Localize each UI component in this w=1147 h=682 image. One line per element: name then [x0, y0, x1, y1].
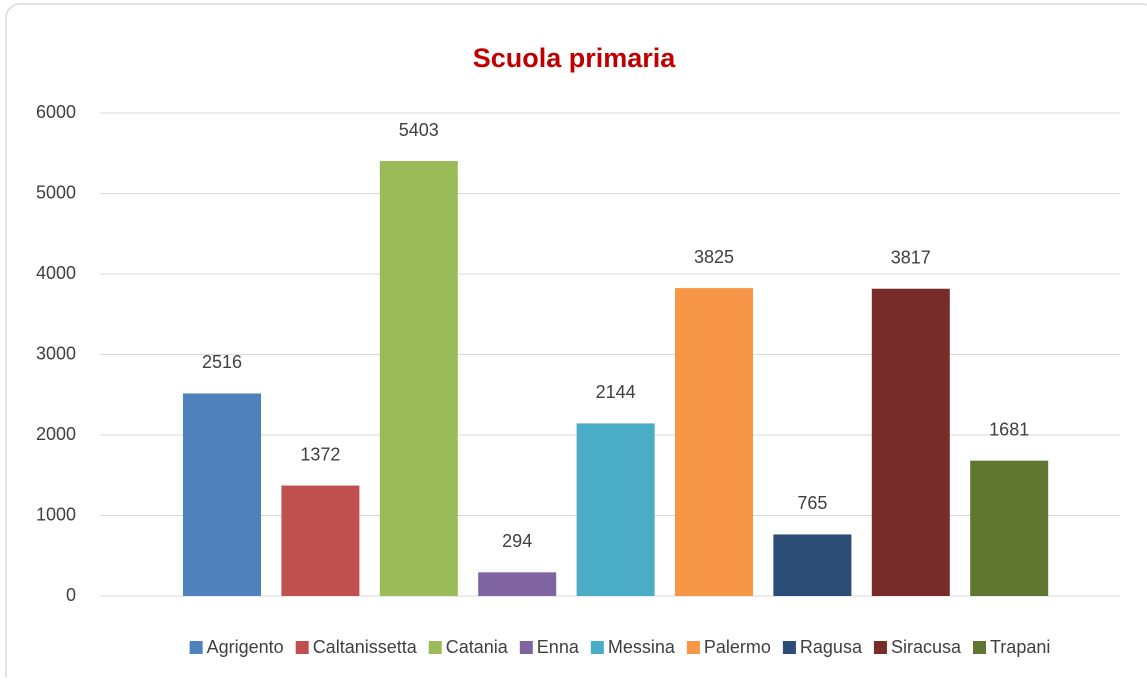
data-label: 2144 [596, 382, 636, 402]
data-label: 3817 [891, 247, 931, 267]
legend-swatch [428, 641, 442, 654]
legend-label: Enna [537, 637, 580, 657]
y-tick-label: 6000 [36, 102, 76, 122]
legend-swatch [873, 641, 887, 654]
bar [970, 460, 1049, 596]
bar [281, 485, 360, 596]
legend-label: Ragusa [800, 637, 863, 657]
legend-swatch [686, 641, 700, 654]
legend-label: Caltanissetta [313, 637, 418, 657]
legend-swatch [189, 641, 203, 654]
legend-label: Siracusa [891, 637, 962, 657]
y-tick-label: 5000 [36, 182, 76, 202]
legend-label: Messina [608, 637, 676, 657]
legend-swatch [519, 641, 533, 654]
data-label: 5403 [399, 120, 439, 140]
bar [773, 534, 852, 596]
bar [871, 288, 950, 596]
data-label: 294 [502, 531, 532, 551]
y-tick-label: 1000 [36, 504, 76, 524]
y-tick-label: 3000 [36, 343, 76, 363]
legend-label: Agrigento [207, 637, 284, 657]
bar [675, 288, 753, 596]
legend-swatch [590, 641, 604, 654]
data-label: 765 [797, 493, 827, 513]
y-tick-label: 4000 [36, 263, 76, 283]
data-label: 1681 [989, 419, 1029, 439]
bar [576, 423, 655, 596]
legend-swatch [782, 641, 796, 654]
legend-swatch [295, 641, 309, 654]
data-label: 1372 [300, 444, 340, 464]
bar [379, 161, 458, 596]
y-tick-label: 0 [66, 585, 76, 605]
legend-label: Trapani [990, 637, 1050, 657]
legend-label: Palermo [704, 637, 771, 657]
legend-label: Catania [446, 637, 509, 657]
y-tick-label: 2000 [36, 424, 76, 444]
bar [478, 572, 557, 596]
data-label: 2516 [202, 352, 242, 372]
bar [183, 393, 261, 596]
legend-swatch [972, 641, 986, 654]
chart-title: Scuola primaria [473, 43, 677, 73]
data-label: 3825 [694, 247, 734, 267]
